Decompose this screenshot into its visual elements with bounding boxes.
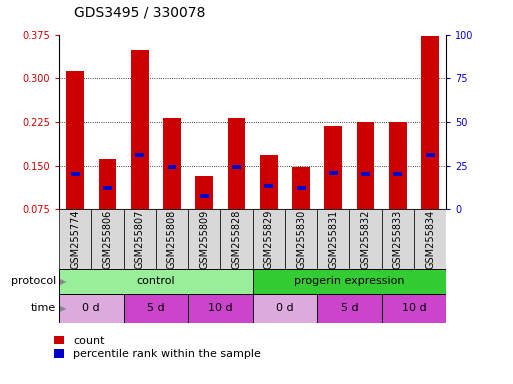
Bar [382,294,446,323]
Bar [414,209,446,269]
Text: GSM255774: GSM255774 [70,209,80,269]
Bar [124,294,188,323]
Text: GSM255809: GSM255809 [199,209,209,269]
Bar [188,209,221,269]
Bar [389,122,407,253]
Text: GSM255830: GSM255830 [296,209,306,269]
Bar [71,172,80,176]
Bar [285,209,317,269]
Bar [221,209,252,269]
Bar [135,153,144,157]
Bar [297,186,306,190]
Bar [317,294,382,323]
Bar [59,269,252,294]
Bar [324,126,342,253]
Text: 5 d: 5 d [147,303,165,313]
Bar [228,118,245,253]
Bar [357,122,374,253]
Bar [98,159,116,253]
Bar [349,209,382,269]
Bar [59,294,124,323]
Text: 10 d: 10 d [402,303,426,313]
Bar [329,170,338,175]
Bar [382,209,414,269]
Bar [91,209,124,269]
Bar [393,172,402,176]
Text: 0 d: 0 d [276,303,294,313]
Text: 0 d: 0 d [83,303,100,313]
Text: ▶: ▶ [60,277,67,286]
Bar [426,153,435,157]
Bar [292,167,310,253]
Text: GSM255807: GSM255807 [135,209,145,269]
Text: GSM255832: GSM255832 [361,209,370,269]
Text: control: control [136,276,175,286]
Text: 10 d: 10 d [208,303,233,313]
Text: 5 d: 5 d [341,303,358,313]
Bar [168,165,176,169]
Legend: count, percentile rank within the sample: count, percentile rank within the sample [54,336,261,359]
Bar [264,184,273,188]
Bar [252,269,446,294]
Bar [124,209,156,269]
Bar [252,209,285,269]
Bar [163,118,181,253]
Bar [260,155,278,253]
Bar [188,294,252,323]
Bar [421,36,439,253]
Text: protocol: protocol [11,276,56,286]
Text: time: time [31,303,56,313]
Text: GSM255831: GSM255831 [328,209,339,269]
Bar [66,71,84,253]
Bar [131,50,149,253]
Text: GSM255829: GSM255829 [264,209,274,269]
Text: GDS3495 / 330078: GDS3495 / 330078 [74,5,206,19]
Bar [156,209,188,269]
Bar [317,209,349,269]
Text: GSM255833: GSM255833 [393,209,403,269]
Text: GSM255828: GSM255828 [231,209,242,269]
Bar [195,176,213,253]
Bar [252,294,317,323]
Bar [361,172,370,176]
Bar [232,165,241,169]
Text: GSM255808: GSM255808 [167,209,177,269]
Text: ▶: ▶ [60,304,67,313]
Text: progerin expression: progerin expression [294,276,405,286]
Bar [59,209,91,269]
Bar [200,194,209,198]
Bar [103,186,112,190]
Text: GSM255806: GSM255806 [103,209,112,269]
Text: GSM255834: GSM255834 [425,209,435,269]
